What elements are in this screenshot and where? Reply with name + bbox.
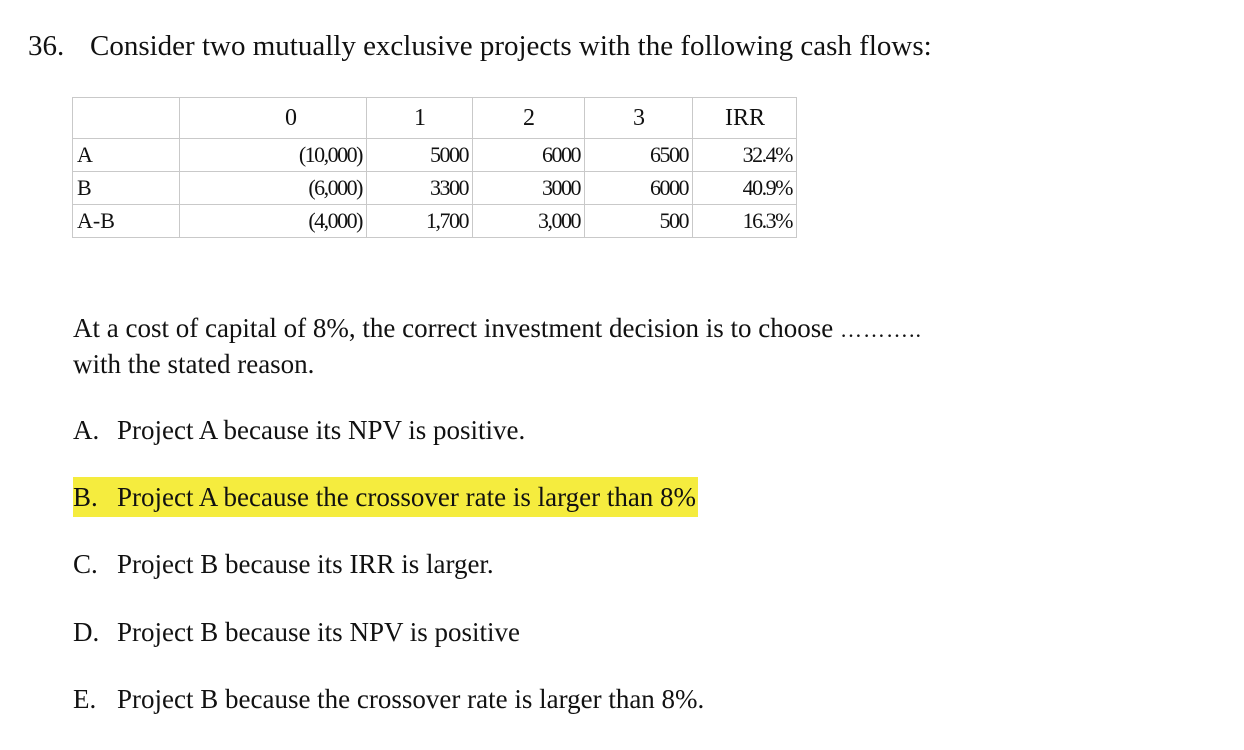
option-letter: D. [73, 617, 100, 647]
cell-irr: 40.9% [692, 171, 797, 205]
header-cell-year-2: 2 [472, 97, 585, 139]
option-a[interactable]: A. Project A because its NPV is positive. [73, 410, 525, 450]
table-row: B (6,000) 3300 3000 6000 40.9% [72, 171, 797, 205]
option-text: Project B because its IRR is larger. [117, 549, 494, 579]
question-stem: At a cost of capital of 8%, the correct … [73, 311, 1073, 382]
cell-year-2: 3000 [472, 171, 585, 205]
option-text: Project A because its NPV is positive. [117, 415, 526, 445]
header-cell-year-3: 3 [584, 97, 693, 139]
cell-year-1: 1,700 [366, 204, 473, 238]
question-text: Consider two mutually exclusive projects… [90, 30, 932, 62]
cell-year-0: (6,000) [179, 171, 367, 205]
cell-irr: 32.4% [692, 138, 797, 172]
cell-year-1: 5000 [366, 138, 473, 172]
row-label: A [72, 138, 180, 172]
question-title: 36. Consider two mutually exclusive proje… [28, 26, 932, 66]
option-letter: C. [73, 549, 98, 579]
stem-line-1: At a cost of capital of 8%, the correct … [73, 313, 834, 343]
cell-year-2: 3,000 [472, 204, 585, 238]
option-text: Project B because the crossover rate is … [117, 684, 705, 714]
option-letter: E. [73, 684, 97, 714]
header-cell-irr: IRR [692, 97, 797, 139]
option-text: Project A because the crossover rate is … [117, 482, 697, 512]
header-cell-year-0: 0 [179, 97, 367, 139]
option-e[interactable]: E. Project B because the crossover rate i… [73, 679, 704, 719]
header-cell-label [72, 97, 180, 139]
cell-year-3: 6000 [584, 171, 693, 205]
table-row: A-B (4,000) 1,700 3,000 500 16.3% [72, 204, 797, 238]
cell-year-3: 500 [584, 204, 693, 238]
row-label: B [72, 171, 180, 205]
option-letter: A. [73, 415, 100, 445]
cell-year-3: 6500 [584, 138, 693, 172]
option-d[interactable]: D. Project B because its NPV is positive [73, 612, 520, 652]
cell-year-1: 3300 [366, 171, 473, 205]
stem-line-2: with the stated reason. [73, 349, 315, 379]
question-number: 36. [28, 30, 65, 62]
header-cell-year-1: 1 [366, 97, 473, 139]
cash-flow-table: 0 1 2 3 IRR A (10,000) 5000 6000 6500 32… [72, 97, 797, 238]
option-letter: B. [73, 482, 98, 512]
cell-year-0: (10,000) [179, 138, 367, 172]
option-b-highlighted[interactable]: B. Project A because the crossover rate i… [73, 477, 699, 517]
cell-irr: 16.3% [692, 204, 797, 238]
cell-year-0: (4,000) [179, 204, 367, 238]
table-row: A (10,000) 5000 6000 6500 32.4% [72, 138, 797, 172]
answer-blank: ……….. [840, 317, 923, 342]
cell-year-2: 6000 [472, 138, 585, 172]
row-label: A-B [72, 204, 180, 238]
option-c[interactable]: C. Project B because its IRR is larger. [73, 544, 494, 584]
table-header-row: 0 1 2 3 IRR [72, 97, 797, 139]
option-text: Project B because its NPV is positive [117, 617, 520, 647]
